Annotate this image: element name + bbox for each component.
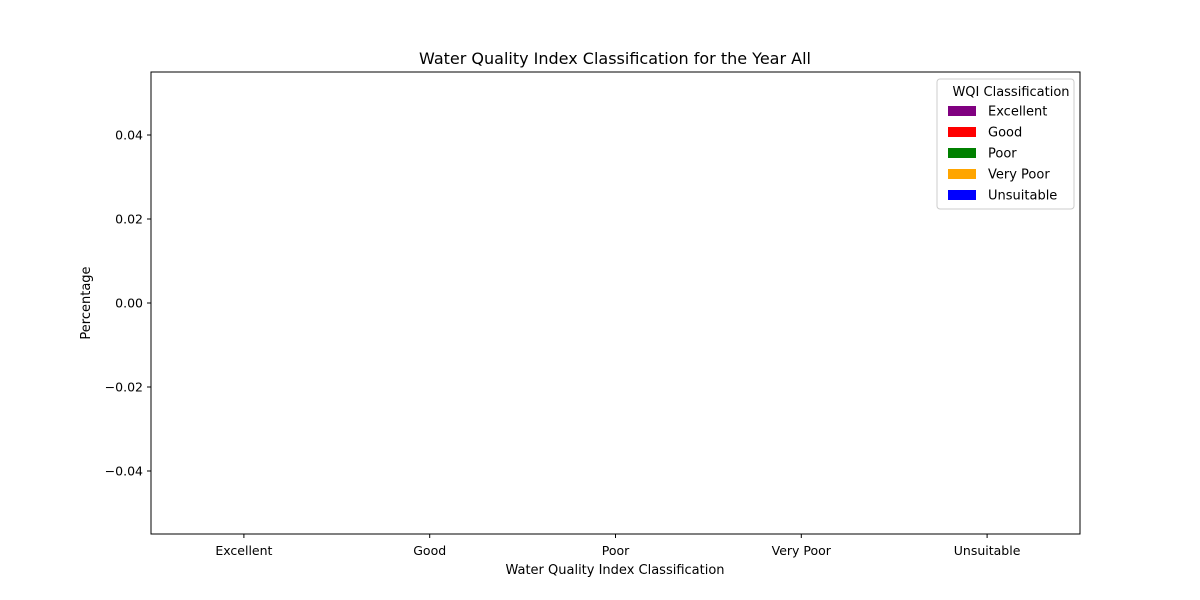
legend-label: Excellent — [988, 105, 1047, 120]
plot-background — [151, 72, 1080, 534]
legend-swatch — [948, 148, 976, 158]
legend-label: Good — [988, 126, 1022, 141]
x-axis-label: Water Quality Index Classification — [505, 563, 724, 578]
legend: WQI Classification Excellent Good Poor Very… — [936, 78, 1075, 210]
legend-swatch — [948, 106, 976, 116]
y-tick-label: 0.00 — [115, 296, 143, 311]
legend-title: WQI Classification — [952, 85, 1069, 100]
legend-swatch — [948, 190, 976, 200]
x-tick-label: Good — [413, 543, 446, 558]
legend-swatch — [948, 169, 976, 179]
legend-label: Poor — [988, 147, 1017, 162]
legend-items: Excellent Good Poor Very Poor Unsuitable — [948, 105, 1057, 204]
y-tick-label: 0.04 — [115, 128, 143, 143]
legend-label: Very Poor — [988, 168, 1050, 183]
y-tick-label: −0.04 — [105, 464, 143, 479]
plot-area — [150, 71, 1081, 535]
y-tick-label: 0.02 — [115, 212, 143, 227]
x-tick-label: Excellent — [215, 543, 272, 558]
legend-label: Unsuitable — [988, 189, 1057, 204]
y-axis: 0.04 0.02 0.00 −0.02 −0.04 — [105, 128, 151, 479]
chart-title: Water Quality Index Classification for t… — [419, 49, 811, 68]
y-tick-label: −0.02 — [105, 380, 143, 395]
legend-swatch — [948, 127, 976, 137]
x-axis: Excellent Good Poor Very Poor Unsuitable — [215, 534, 1021, 558]
y-axis-label: Percentage — [79, 266, 94, 339]
x-tick-label: Very Poor — [772, 543, 832, 558]
x-tick-label: Poor — [602, 543, 630, 558]
x-tick-label: Unsuitable — [954, 543, 1021, 558]
